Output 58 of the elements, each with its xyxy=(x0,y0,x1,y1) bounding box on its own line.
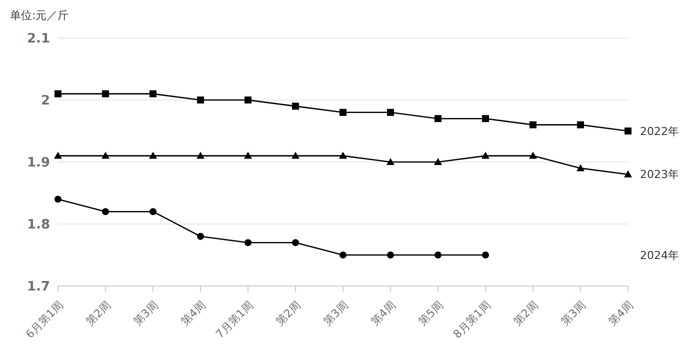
point xyxy=(150,208,156,216)
x-tick-label: 第4周 xyxy=(606,298,636,328)
point xyxy=(387,252,394,258)
point xyxy=(624,170,632,178)
point xyxy=(340,252,346,258)
x-tick-label: 7月第1周 xyxy=(213,298,256,342)
y-tick-label: 1.7 xyxy=(26,280,50,295)
point xyxy=(386,158,394,165)
y-tick-label: 1.9 xyxy=(26,156,50,171)
point xyxy=(576,164,584,172)
x-tick-label: 第4周 xyxy=(178,298,208,328)
point xyxy=(244,239,252,246)
point xyxy=(102,152,110,159)
series-label: 2023年 xyxy=(640,167,679,182)
x-tick-label: 第2周 xyxy=(274,298,304,328)
point xyxy=(577,121,584,128)
point xyxy=(244,96,252,104)
point xyxy=(54,196,62,203)
y-tick-label: 2.1 xyxy=(26,32,50,47)
x-tick-label: 第5周 xyxy=(416,298,446,328)
point xyxy=(482,152,490,159)
point xyxy=(197,232,204,240)
point xyxy=(150,90,156,98)
x-tick-label: 8月第1周 xyxy=(450,298,494,342)
point xyxy=(434,158,442,165)
point xyxy=(387,108,394,116)
x-tick-label: 6月第1周 xyxy=(23,298,66,342)
y-tick-label: 2 xyxy=(40,94,50,109)
point xyxy=(244,152,252,159)
point xyxy=(54,152,62,159)
x-tick-label: 第3周 xyxy=(321,298,351,328)
point xyxy=(196,152,204,159)
x-tick-label: 第4周 xyxy=(368,298,398,328)
y-axis-title: 单位:元／斤 xyxy=(10,8,69,23)
point xyxy=(340,108,346,116)
y-tick-label: 1.8 xyxy=(26,218,50,233)
x-tick-label: 第2周 xyxy=(84,298,114,328)
point xyxy=(292,239,299,246)
point xyxy=(624,128,632,134)
point xyxy=(197,96,204,104)
x-tick-label: 第2周 xyxy=(511,298,541,328)
point xyxy=(292,102,299,110)
point xyxy=(292,152,300,159)
point xyxy=(482,252,489,258)
point xyxy=(529,152,537,159)
x-tick-label: 第3周 xyxy=(131,298,161,328)
text: 2024年 xyxy=(640,248,679,263)
series-label: 2022年 xyxy=(640,124,679,139)
point xyxy=(102,208,109,216)
x-tick-label: 第3周 xyxy=(558,298,588,328)
point xyxy=(339,152,347,159)
point xyxy=(434,115,442,122)
point xyxy=(530,121,536,128)
point xyxy=(102,90,109,98)
point xyxy=(149,152,157,159)
point xyxy=(434,252,442,258)
point xyxy=(482,115,489,122)
point xyxy=(54,90,62,98)
